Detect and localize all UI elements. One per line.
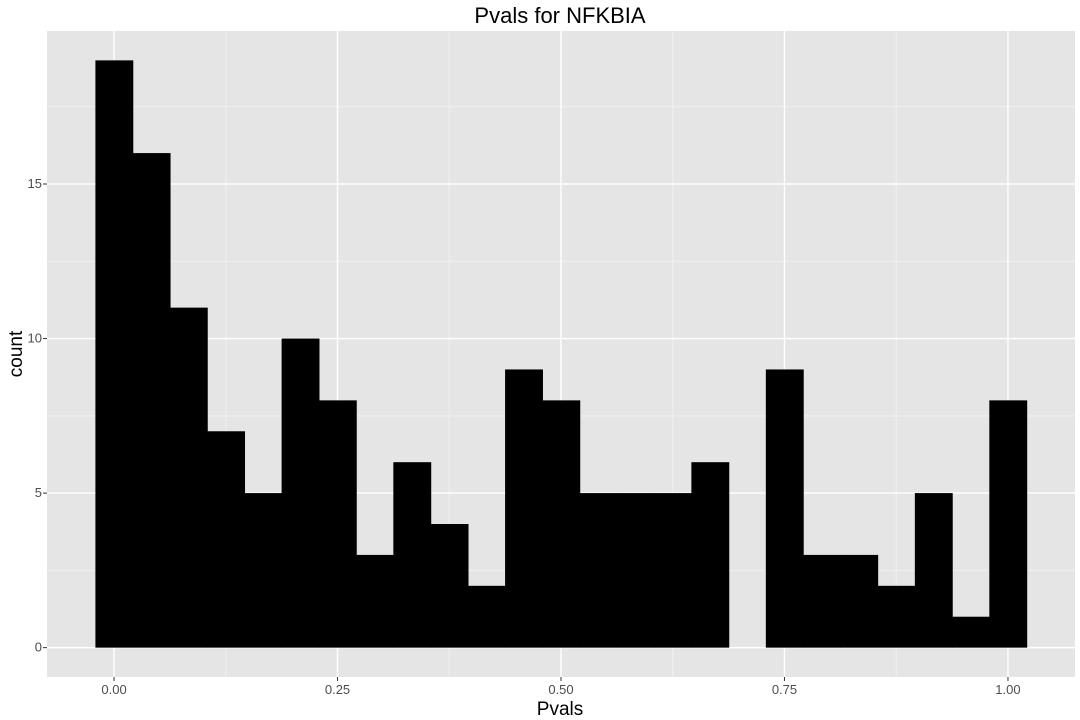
histogram-bar [505,369,543,648]
histogram-bar [132,153,171,648]
histogram-bar [803,554,841,648]
histogram-bar [467,585,506,648]
histogram-bars [95,60,1028,648]
histogram-bar [579,493,618,648]
x-tick-label: 0.75 [772,682,797,697]
x-axis-ticks: 0.00 0.25 0.50 0.75 1.00 [101,677,1021,697]
x-tick-label: 1.00 [995,682,1020,697]
histogram-bar [840,554,879,648]
histogram-bar [318,400,357,648]
y-tick-label: 15 [28,176,42,191]
histogram-bar [281,338,320,648]
histogram-bar [952,616,990,648]
y-tick-label: 0 [35,640,42,655]
histogram-bar [654,493,692,648]
histogram-bar [542,400,581,648]
x-tick-label: 0.00 [101,682,126,697]
x-axis-title: Pvals [537,699,583,720]
y-tick-label: 10 [28,331,42,346]
histogram-bar [169,307,208,648]
histogram-bar [430,524,469,648]
histogram-bar [877,585,916,648]
histogram-bar [393,462,432,648]
histogram-bar [691,462,730,648]
y-tick-label: 5 [35,485,42,500]
chart-title: Pvals for NFKBIA [474,3,645,28]
histogram-bar [765,369,804,648]
histogram-bar [95,60,134,648]
x-tick-label: 0.25 [325,682,350,697]
y-axis-title: count [6,330,27,377]
y-axis-ticks: 0 5 10 15 [28,176,47,655]
histogram-bar [207,431,246,648]
histogram-bar [616,493,655,648]
histogram-bar [914,493,953,648]
histogram-bar [989,400,1028,648]
x-tick-label: 0.50 [548,682,573,697]
histogram-bar [356,554,395,648]
histogram-bar [244,493,283,648]
